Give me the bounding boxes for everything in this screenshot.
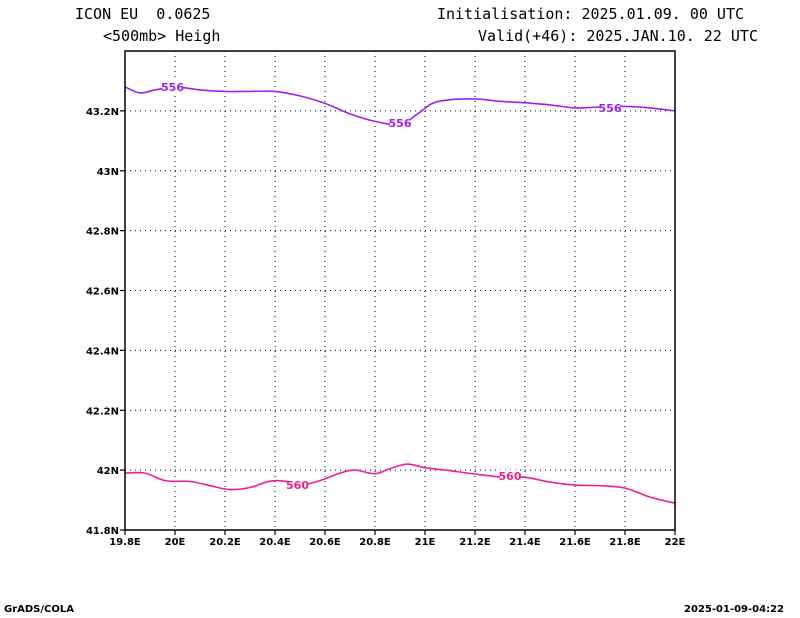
chart-title: ICON EU 0.0625 <box>75 5 211 23</box>
contour-label-560: 560 <box>286 479 309 492</box>
y-tick-label: 42.2N <box>86 406 119 417</box>
x-tick-label: 21.4E <box>509 537 541 548</box>
grid-lines <box>125 51 675 530</box>
contour-label-556: 556 <box>599 102 622 115</box>
x-tick-label: 21.6E <box>559 537 591 548</box>
x-tick-label: 20.6E <box>309 537 341 548</box>
y-tick-label: 42.8N <box>86 227 119 238</box>
valid-time: Valid(+46): 2025.JAN.10. 22 UTC <box>478 27 758 45</box>
contour-label-bg <box>600 101 620 114</box>
x-tick-label: 20E <box>165 537 186 548</box>
x-tick-label: 19.8E <box>109 537 141 548</box>
y-tick-label: 43.2N <box>86 107 119 118</box>
x-tick-label: 21E <box>415 537 436 548</box>
contour-label-bg <box>162 80 183 93</box>
x-tick-label: 20.2E <box>209 537 241 548</box>
x-tick-label: 20.4E <box>259 537 291 548</box>
contour-label-556: 556 <box>389 117 412 130</box>
footer-timestamp: 2025-01-09-04:22 <box>684 604 784 615</box>
contour-line-560 <box>124 463 676 504</box>
x-tick-label: 22E <box>665 537 686 548</box>
contour-lines <box>124 86 676 504</box>
y-tick-label: 42N <box>97 466 119 477</box>
y-tick-label: 41.8N <box>86 526 119 537</box>
axis-ticks: 19.8E 20E 20.2E 20.4E 20.6E 20.8E 21E 21.2E 21.4… <box>86 107 686 548</box>
contour-label-bg <box>390 116 410 129</box>
contour-label-bg <box>287 479 308 492</box>
y-tick-label: 42.6N <box>86 287 119 298</box>
y-tick-label: 42.4N <box>86 346 119 357</box>
contour-labels: 556 556 556 560 560 <box>161 80 622 492</box>
y-tick-label: 43N <box>97 167 119 178</box>
contour-label-bg <box>500 470 520 483</box>
x-tick-label: 20.8E <box>359 537 391 548</box>
contour-label-560: 560 <box>499 470 522 483</box>
x-tick-label: 21.2E <box>459 537 491 548</box>
footer-credit: GrADS/COLA <box>4 604 74 615</box>
contour-label-556: 556 <box>161 81 184 94</box>
x-tick-label: 21.8E <box>609 537 641 548</box>
init-time: Initialisation: 2025.01.09. 00 UTC <box>436 5 744 23</box>
variable-label: <500mb> Heigh <box>103 27 221 45</box>
